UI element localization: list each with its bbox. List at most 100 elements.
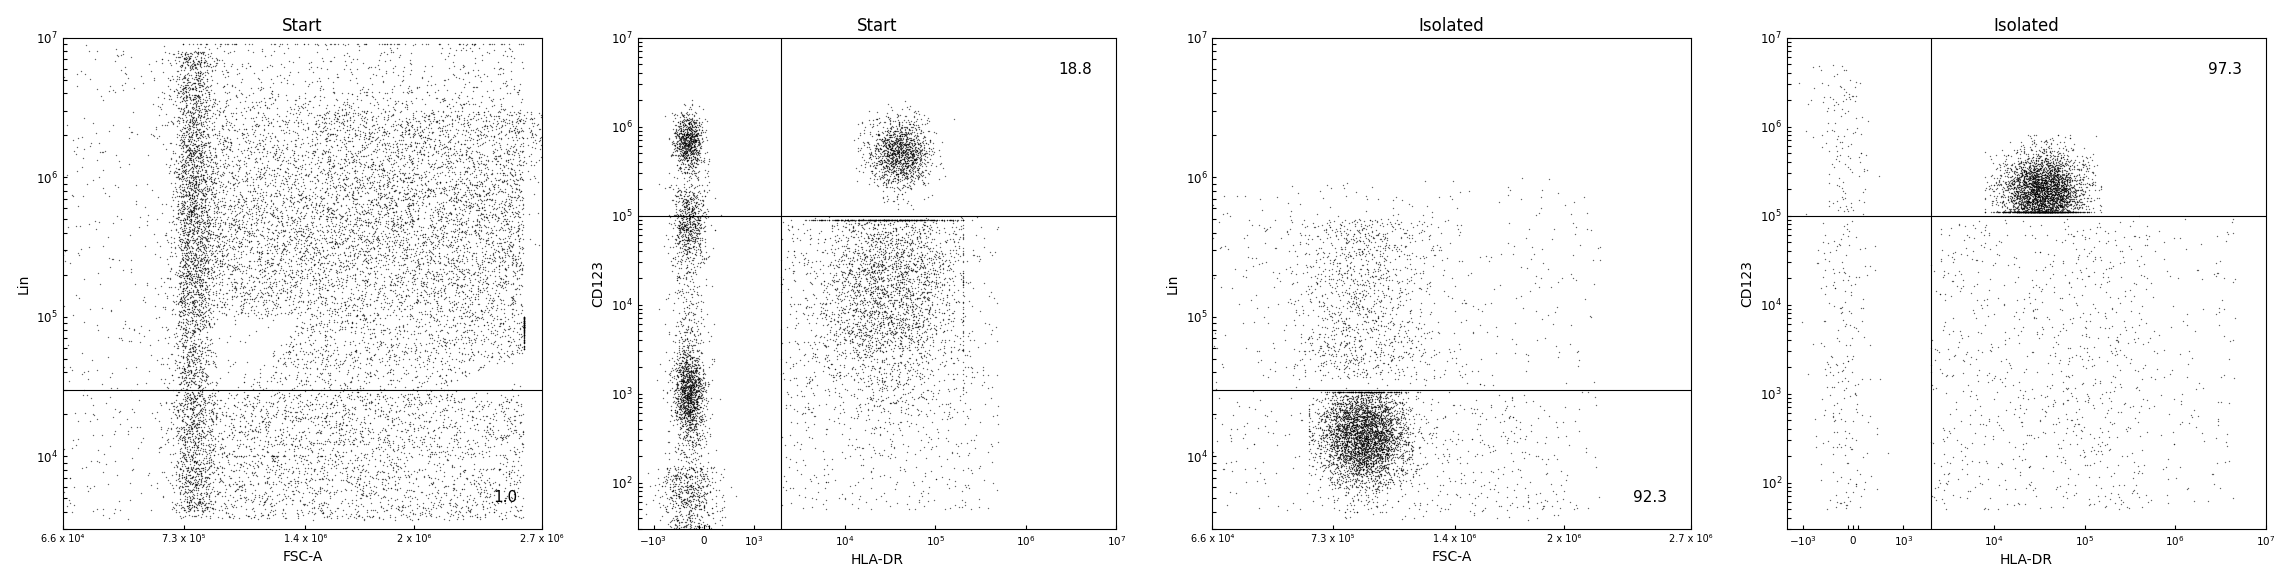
Point bbox=[1300, 408, 1336, 418]
Point bbox=[672, 416, 708, 425]
Point bbox=[850, 269, 887, 278]
Point bbox=[690, 489, 727, 498]
Point bbox=[1343, 459, 1380, 468]
Point bbox=[195, 198, 231, 207]
Point bbox=[197, 251, 234, 260]
Point bbox=[1334, 426, 1371, 435]
Point bbox=[672, 491, 708, 500]
Point bbox=[179, 227, 215, 237]
Point bbox=[878, 395, 915, 405]
Point bbox=[940, 448, 976, 457]
Point bbox=[1410, 290, 1446, 299]
Point bbox=[353, 223, 390, 232]
Point bbox=[1364, 474, 1400, 484]
Point bbox=[2006, 181, 2042, 190]
Point bbox=[282, 168, 319, 177]
Point bbox=[275, 390, 312, 399]
Point bbox=[140, 447, 176, 456]
Point bbox=[2042, 481, 2079, 491]
Point bbox=[2047, 179, 2083, 188]
Point bbox=[364, 436, 401, 445]
Point bbox=[1336, 408, 1373, 418]
Point bbox=[209, 133, 245, 142]
Point bbox=[1559, 346, 1595, 356]
Point bbox=[231, 238, 268, 247]
Point bbox=[678, 439, 715, 449]
Point bbox=[186, 265, 222, 274]
Point bbox=[2042, 195, 2079, 204]
Point bbox=[195, 101, 231, 110]
Point bbox=[892, 125, 928, 134]
Point bbox=[225, 197, 261, 207]
Point bbox=[894, 258, 931, 267]
Point bbox=[942, 395, 979, 405]
Point bbox=[2026, 188, 2063, 197]
Point bbox=[335, 193, 371, 203]
Point bbox=[293, 324, 330, 333]
Point bbox=[387, 245, 424, 255]
Point bbox=[2042, 174, 2079, 183]
Point bbox=[442, 214, 479, 224]
Point bbox=[330, 206, 367, 215]
Point bbox=[419, 171, 456, 180]
Point bbox=[222, 241, 259, 251]
Point bbox=[1309, 456, 1345, 465]
Point bbox=[882, 151, 919, 160]
Point bbox=[376, 220, 413, 230]
Point bbox=[1371, 420, 1407, 429]
Point bbox=[172, 354, 209, 364]
Point bbox=[229, 227, 266, 237]
Point bbox=[2040, 196, 2077, 206]
Point bbox=[1329, 472, 1366, 482]
Point bbox=[380, 145, 417, 154]
Point bbox=[282, 478, 319, 487]
Point bbox=[307, 178, 344, 187]
Point bbox=[1332, 427, 1368, 436]
Point bbox=[371, 459, 408, 468]
Point bbox=[456, 162, 493, 171]
Point bbox=[832, 280, 869, 289]
Point bbox=[440, 500, 477, 509]
Point bbox=[917, 313, 953, 322]
Point bbox=[1334, 434, 1371, 444]
Point bbox=[869, 144, 905, 153]
Point bbox=[390, 125, 426, 134]
Point bbox=[364, 190, 401, 199]
Point bbox=[674, 363, 711, 373]
Point bbox=[424, 404, 461, 413]
Point bbox=[328, 303, 364, 312]
Point bbox=[502, 213, 539, 222]
Point bbox=[1371, 446, 1407, 456]
Point bbox=[392, 152, 429, 161]
Point bbox=[935, 266, 972, 275]
Point bbox=[342, 417, 378, 426]
Point bbox=[458, 388, 495, 398]
Point bbox=[674, 353, 711, 362]
Point bbox=[392, 434, 429, 443]
Point bbox=[371, 376, 408, 385]
Point bbox=[495, 135, 532, 144]
Point bbox=[2019, 367, 2056, 376]
Point bbox=[1435, 176, 1471, 186]
Point bbox=[431, 439, 468, 448]
Point bbox=[1973, 342, 2010, 352]
Point bbox=[257, 252, 293, 261]
Point bbox=[2051, 175, 2088, 185]
Point bbox=[195, 477, 231, 486]
Point bbox=[1341, 423, 1377, 433]
Point bbox=[1339, 415, 1375, 424]
Point bbox=[880, 234, 917, 244]
Point bbox=[873, 215, 910, 224]
Point bbox=[1818, 134, 1854, 144]
Point bbox=[1348, 317, 1384, 326]
Point bbox=[841, 402, 878, 412]
Point bbox=[1247, 239, 1284, 248]
Point bbox=[1389, 263, 1426, 273]
Point bbox=[1380, 471, 1416, 481]
Point bbox=[1355, 272, 1391, 281]
Point bbox=[362, 201, 399, 211]
Point bbox=[470, 200, 507, 210]
Point bbox=[1414, 326, 1451, 336]
Point bbox=[170, 60, 206, 69]
Point bbox=[1359, 465, 1396, 474]
